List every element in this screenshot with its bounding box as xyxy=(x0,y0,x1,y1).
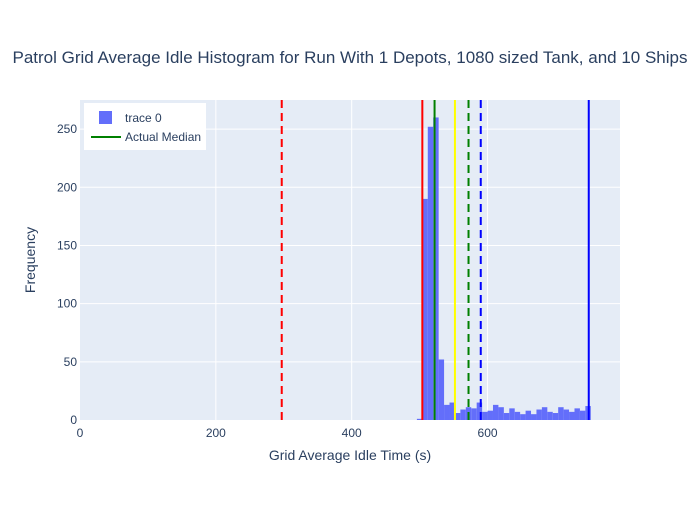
histogram-bar[interactable] xyxy=(536,409,542,420)
histogram-bar[interactable] xyxy=(427,126,434,420)
histogram-bar[interactable] xyxy=(444,404,450,420)
x-axis-label: Grid Average Idle Time (s) xyxy=(269,447,431,463)
histogram-bar[interactable] xyxy=(525,410,532,420)
histogram-bar[interactable] xyxy=(520,414,526,420)
histogram-bar[interactable] xyxy=(433,117,439,421)
histogram-bar[interactable] xyxy=(454,413,461,420)
y-axis-label: Frequency xyxy=(22,227,38,293)
reference-lines xyxy=(280,100,590,420)
x-tick-label: 0 xyxy=(77,426,84,440)
histogram-bar[interactable] xyxy=(558,407,564,420)
y-axis-ticks: 0 50 100 150 200 250 xyxy=(57,122,77,427)
y-tick-label: 250 xyxy=(57,122,77,136)
histogram-bar[interactable] xyxy=(541,407,548,420)
histogram-bar[interactable] xyxy=(449,402,455,420)
legend-box xyxy=(84,103,206,150)
histogram-bar[interactable] xyxy=(471,408,477,420)
x-tick-label: 400 xyxy=(342,426,362,440)
histogram-bar[interactable] xyxy=(482,411,488,420)
histogram-bar[interactable] xyxy=(476,402,483,420)
histogram-bar[interactable] xyxy=(552,413,559,420)
legend[interactable]: trace 0 Actual Median xyxy=(84,103,206,150)
histogram-bar[interactable] xyxy=(498,407,504,420)
histogram-bar[interactable] xyxy=(503,413,510,420)
histogram-bar[interactable] xyxy=(438,359,445,420)
histogram-bar[interactable] xyxy=(509,408,515,420)
histogram-bar[interactable] xyxy=(514,411,521,420)
histogram-bar[interactable] xyxy=(422,198,428,420)
histogram-bar[interactable] xyxy=(574,408,580,420)
legend-bar-swatch xyxy=(99,111,112,124)
histogram-bar[interactable] xyxy=(531,414,537,420)
y-tick-label: 50 xyxy=(64,355,78,369)
histogram-bar[interactable] xyxy=(563,409,570,420)
x-axis-ticks: 0 200 400 600 xyxy=(77,426,498,440)
y-tick-label: 200 xyxy=(57,180,77,194)
legend-item-actual-median[interactable]: Actual Median xyxy=(91,130,201,144)
x-tick-label: 600 xyxy=(478,426,498,440)
y-tick-label: 100 xyxy=(57,297,77,311)
histogram-bar[interactable] xyxy=(487,410,493,420)
x-tick-label: 200 xyxy=(206,426,226,440)
histogram-bar[interactable] xyxy=(547,411,553,420)
histogram-bar[interactable] xyxy=(416,418,423,420)
histogram-bar[interactable] xyxy=(569,411,575,420)
plot-area xyxy=(80,100,620,420)
y-tick-label: 0 xyxy=(70,413,77,427)
legend-label-trace-0: trace 0 xyxy=(125,111,162,125)
legend-item-trace-0[interactable]: trace 0 xyxy=(99,111,162,125)
chart-title: Patrol Grid Average Idle Histogram for R… xyxy=(12,48,687,67)
histogram-bar[interactable] xyxy=(460,409,466,420)
histogram-bar[interactable] xyxy=(579,410,586,420)
y-tick-label: 150 xyxy=(57,238,77,252)
legend-label-actual-median: Actual Median xyxy=(125,130,201,144)
histogram-bar[interactable] xyxy=(492,404,499,420)
